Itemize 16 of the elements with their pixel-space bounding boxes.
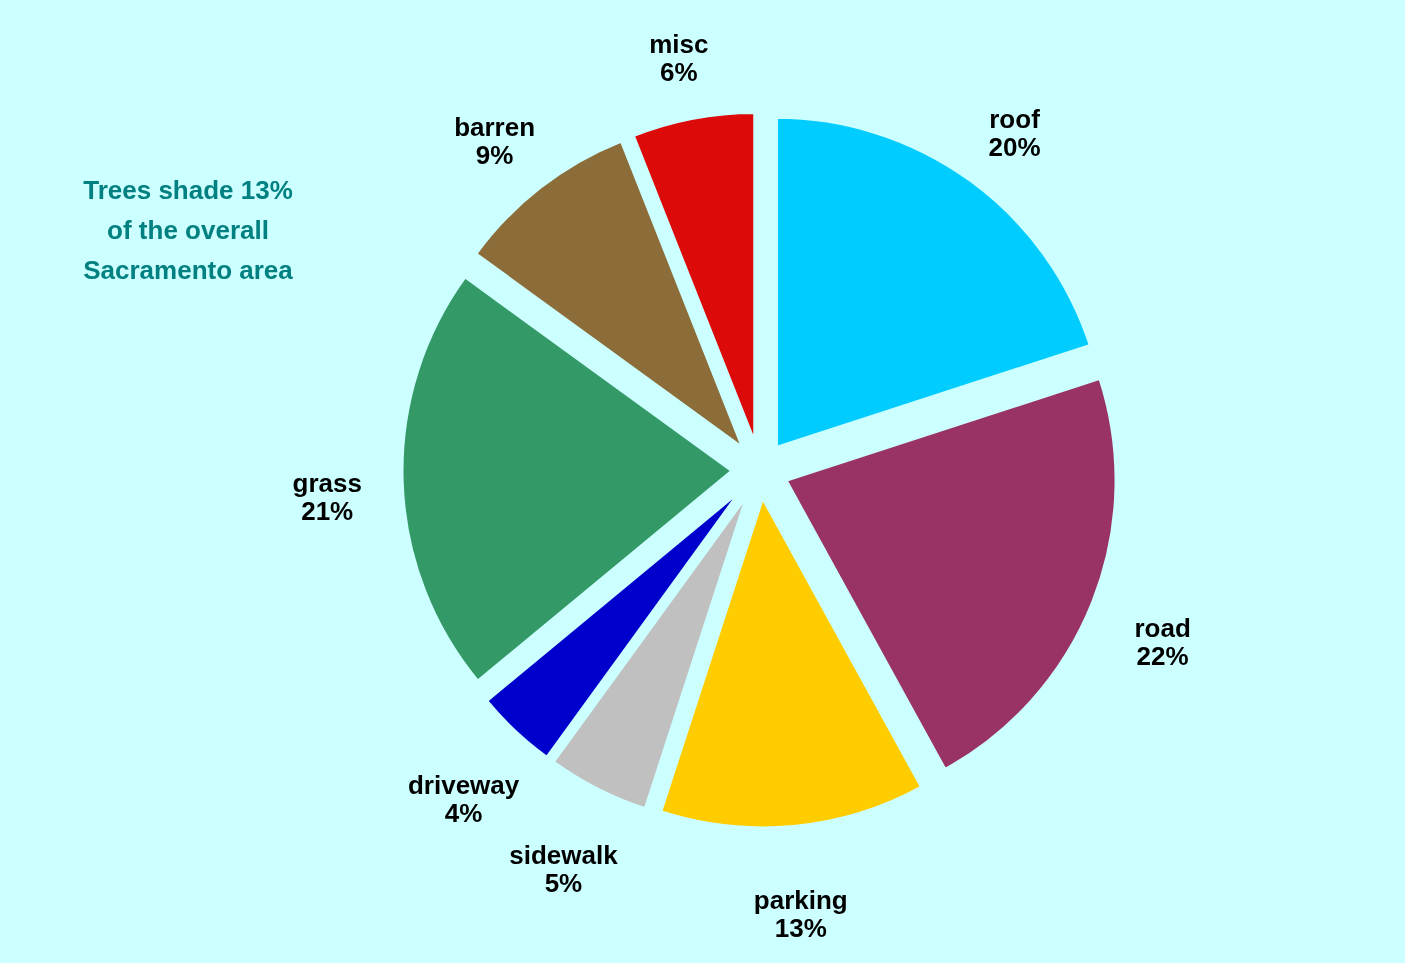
data-label: 5%: [544, 867, 583, 898]
slice-label: parking: [753, 885, 848, 916]
data-label: 6%: [660, 56, 698, 87]
slice-label: misc: [649, 28, 709, 59]
data-label: 9%: [475, 139, 514, 170]
text: Trees shade 13% of the overall Sacramento area: [83, 175, 294, 285]
data-label: 13%: [774, 913, 827, 944]
data-label: 4%: [444, 797, 483, 828]
slice-label: grass: [292, 467, 362, 498]
data-label: 22%: [1136, 641, 1189, 672]
slice-label: road: [1134, 613, 1191, 644]
slice-label: sidewalk: [509, 839, 619, 870]
slice-label: driveway: [407, 769, 520, 800]
slice-label: roof: [989, 103, 1041, 134]
data-label: 20%: [988, 131, 1041, 162]
slice-label: barren: [454, 111, 536, 142]
